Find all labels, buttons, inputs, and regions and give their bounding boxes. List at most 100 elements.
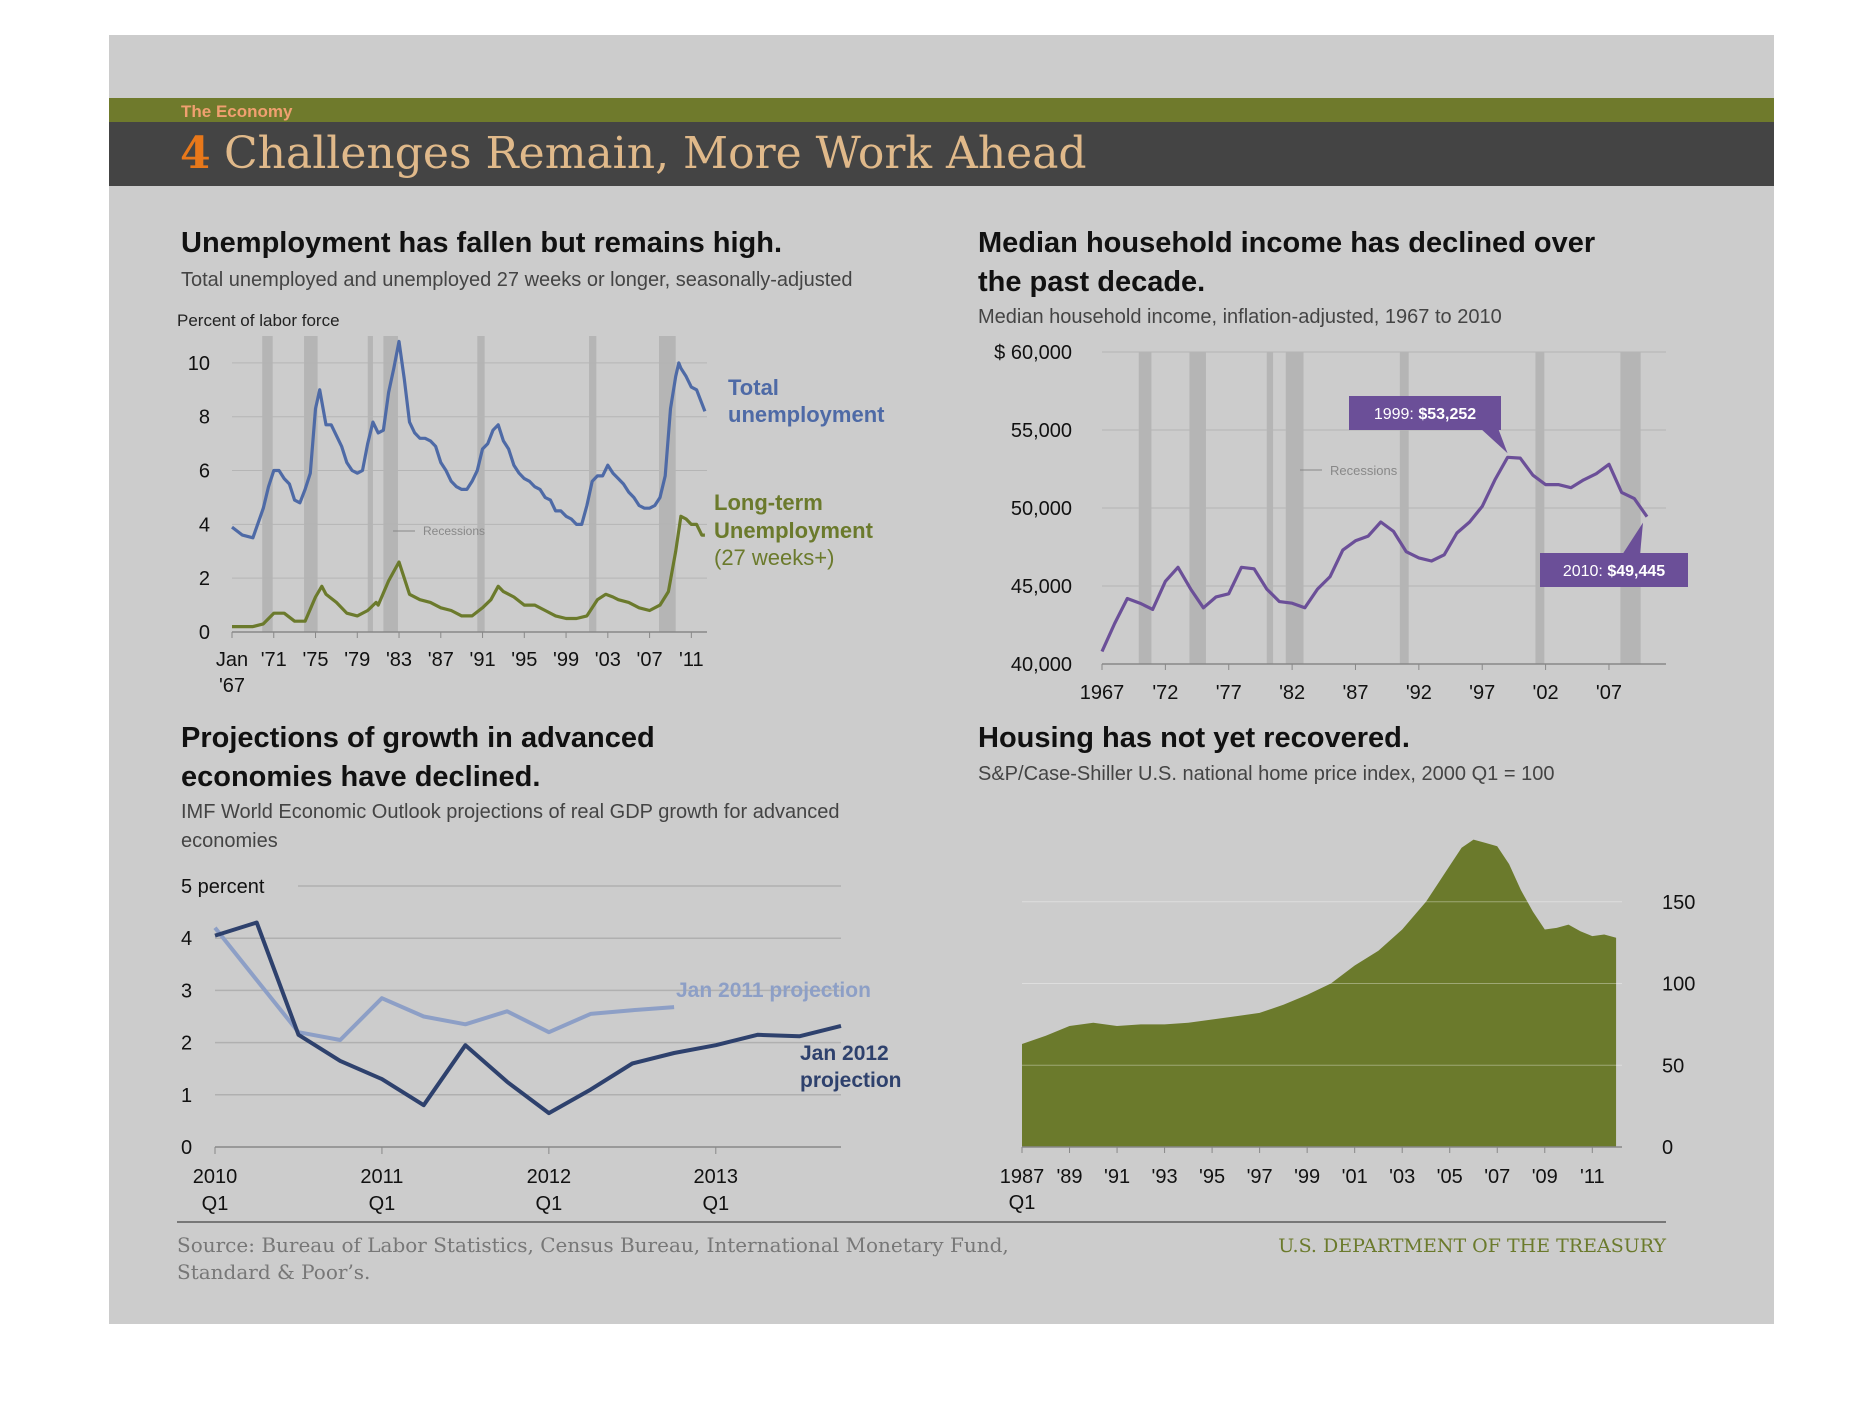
housing-title: Housing has not yet recovered. bbox=[978, 722, 1410, 754]
recession-legend-label: Recessions bbox=[423, 524, 485, 538]
x-tick-label: '93 bbox=[1152, 1166, 1178, 1188]
x-tick-label: '11 bbox=[1580, 1166, 1605, 1188]
x-tick-label: '75 bbox=[302, 649, 328, 671]
x-tick-label: 1967 bbox=[1080, 682, 1125, 704]
source-line-2: Standard & Poor’s. bbox=[177, 1260, 370, 1284]
x-tick-label: 2010 bbox=[193, 1166, 238, 1188]
housing-subtitle: S&P/Case-Shiller U.S. national home pric… bbox=[978, 763, 1554, 785]
recession-band bbox=[367, 336, 373, 632]
x-tick-label: '07 bbox=[1596, 682, 1622, 704]
y-tick-label: 100 bbox=[1662, 974, 1695, 996]
label-jan-2012-projection-1: Jan 2012 bbox=[800, 1042, 889, 1065]
gdp-subtitle-1: IMF World Economic Outlook projections o… bbox=[181, 801, 839, 823]
series-line-total bbox=[231, 339, 707, 540]
x-tick-label: '07 bbox=[637, 649, 663, 671]
x-tick-label: '82 bbox=[1279, 682, 1305, 704]
y-tick-label: 2 bbox=[181, 1033, 192, 1055]
income-subtitle: Median household income, inflation-adjus… bbox=[978, 306, 1502, 328]
x-tick-label: '71 bbox=[261, 649, 287, 671]
y-tick-label: 3 bbox=[181, 980, 192, 1002]
header-stripe bbox=[109, 98, 1774, 122]
y-tick-label: 55,000 bbox=[1011, 420, 1072, 442]
income-chart: $ 60,000 55,000 50,000 45,000 40,000 1967 '72 '… bbox=[994, 342, 1688, 704]
x-tick-sublabel: Q1 bbox=[702, 1193, 729, 1215]
source-line-1: Source: Bureau of Labor Statistics, Cens… bbox=[177, 1233, 1009, 1257]
y-tick-label: 0 bbox=[181, 1137, 192, 1159]
gdp-chart: 0 1 2 3 4 5 percent 2010 Q1 2011 Q1 2012 Q1 2013 Q1 bbox=[181, 876, 842, 1215]
projection-line-2012 bbox=[214, 920, 842, 1116]
recession-legend-label: Recessions bbox=[1330, 463, 1398, 478]
x-tick-label: '89 bbox=[1056, 1166, 1082, 1188]
y-tick-label: 150 bbox=[1662, 892, 1695, 914]
x-tick-label: '72 bbox=[1152, 682, 1178, 704]
x-tick-label: '97 bbox=[1247, 1166, 1273, 1188]
label-longterm-2: Unemployment bbox=[714, 518, 874, 543]
unemployment-ylabel: Percent of labor force bbox=[177, 311, 340, 330]
x-tick-label: '01 bbox=[1342, 1166, 1368, 1188]
x-tick-label: '79 bbox=[344, 649, 370, 671]
recession-band bbox=[477, 336, 485, 632]
x-tick-label: 2013 bbox=[694, 1166, 739, 1188]
y-tick-label: 45,000 bbox=[1011, 576, 1072, 598]
recession-band bbox=[262, 336, 273, 632]
x-tick-label: '11 bbox=[679, 649, 704, 671]
y-tick-label: 50,000 bbox=[1011, 498, 1072, 520]
callout-text-1999: 1999: $53,252 bbox=[1374, 406, 1476, 423]
gdp-title-1: Projections of growth in advanced bbox=[181, 722, 655, 754]
x-tick-label: Jan bbox=[216, 649, 248, 671]
housing-chart: 0 50 100 150 1987 '89 '91 '93 '95 '97 '99 '01 '03 '05… bbox=[1000, 839, 1695, 1214]
callout-text-2010: 2010: $49,445 bbox=[1563, 563, 1665, 580]
y-tick-label: 0 bbox=[1662, 1137, 1673, 1159]
x-tick-label: '77 bbox=[1216, 682, 1242, 704]
header-band bbox=[109, 122, 1774, 186]
housing-area bbox=[1022, 839, 1617, 1147]
y-tick-label: 6 bbox=[199, 461, 210, 483]
x-tick-label: '99 bbox=[1294, 1166, 1320, 1188]
x-tick-label: '95 bbox=[511, 649, 537, 671]
callout-pointer-1999 bbox=[1480, 428, 1508, 454]
projection-line-2011 bbox=[213, 926, 675, 1042]
gdp-title-2: economies have declined. bbox=[181, 761, 540, 793]
label-longterm-3: (27 weeks+) bbox=[714, 545, 834, 570]
x-tick-sublabel: Q1 bbox=[369, 1193, 396, 1215]
x-tick-label: '07 bbox=[1484, 1166, 1510, 1188]
unemployment-subtitle: Total unemployed and unemployed 27 weeks… bbox=[181, 269, 853, 291]
x-tick-label: '09 bbox=[1532, 1166, 1558, 1188]
section-label: The Economy bbox=[181, 102, 293, 121]
y-tick-label: 50 bbox=[1662, 1055, 1684, 1077]
x-tick-label: '03 bbox=[595, 649, 621, 671]
x-tick-sublabel: Q1 bbox=[202, 1193, 229, 1215]
y-tick-label: 5 percent bbox=[181, 876, 265, 898]
y-tick-label: 4 bbox=[181, 928, 192, 950]
x-tick-label: '83 bbox=[386, 649, 412, 671]
x-tick-label: '03 bbox=[1389, 1166, 1415, 1188]
x-tick-label: '95 bbox=[1199, 1166, 1225, 1188]
x-tick-label: 2011 bbox=[360, 1166, 403, 1188]
y-tick-label: $ 60,000 bbox=[994, 342, 1072, 364]
y-tick-label: 0 bbox=[199, 622, 210, 644]
y-tick-label: 4 bbox=[199, 514, 210, 536]
x-tick-label: '87 bbox=[428, 649, 454, 671]
series-line-longterm bbox=[232, 514, 705, 629]
unemployment-chart: 0 2 4 6 8 10 Jan '71 '75 '79 '83 '87 '91 '95 '99 '03 '07… bbox=[188, 336, 707, 697]
x-tick-sublabel: Q1 bbox=[536, 1193, 563, 1215]
income-line bbox=[1100, 455, 1649, 653]
income-title-1: Median household income has declined ove… bbox=[978, 227, 1595, 259]
label-jan-2011-projection: Jan 2011 projection bbox=[676, 979, 871, 1002]
x-tick-sublabel: '67 bbox=[219, 675, 245, 697]
x-tick-label: 1987 bbox=[1000, 1166, 1045, 1188]
callout-box-1999 bbox=[1349, 396, 1501, 430]
x-tick-label: '05 bbox=[1437, 1166, 1463, 1188]
unemployment-title: Unemployment has fallen but remains high… bbox=[181, 227, 782, 259]
x-tick-label: '97 bbox=[1469, 682, 1495, 704]
x-tick-label: '99 bbox=[553, 649, 579, 671]
page-title: Challenges Remain, More Work Ahead bbox=[224, 128, 1087, 179]
label-jan-2012-projection-2: projection bbox=[800, 1069, 902, 1092]
x-tick-label: '02 bbox=[1533, 682, 1559, 704]
label-longterm-1: Long-term bbox=[714, 490, 823, 515]
label-total-unemployment-1: Total bbox=[728, 375, 779, 400]
y-tick-label: 1 bbox=[181, 1085, 192, 1107]
recession-band bbox=[658, 336, 676, 632]
